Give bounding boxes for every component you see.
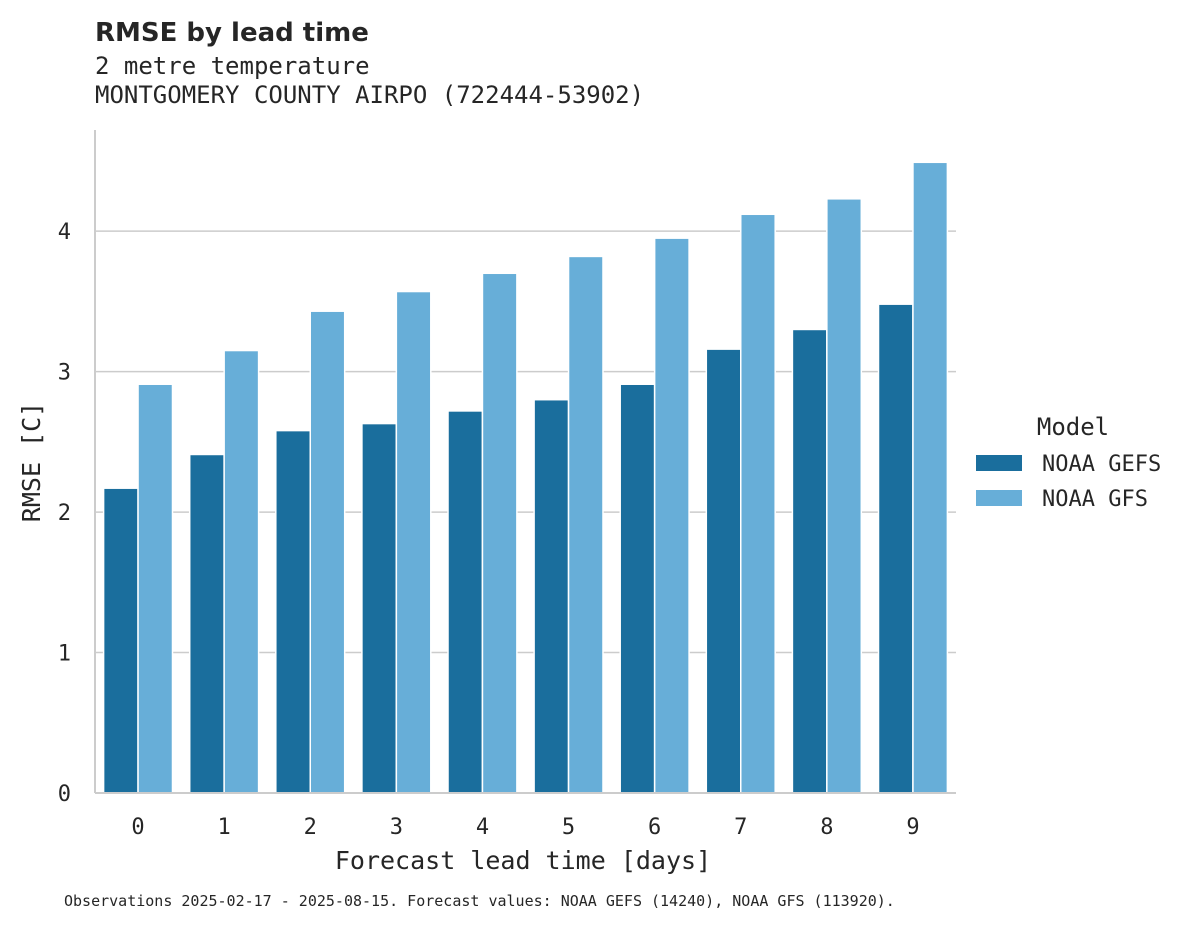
x-tick-label: 1 (218, 815, 231, 840)
bar-noaa-gefs-day-6 (619, 383, 656, 794)
legend-label-noaa-gefs: NOAA GEFS (1042, 452, 1161, 477)
x-tick-label: 7 (734, 815, 747, 840)
bar-noaa-gefs-day-2 (275, 429, 311, 794)
y-tick-label: 4 (58, 220, 71, 245)
y-tick-label: 3 (58, 361, 71, 386)
footnote: Observations 2025-02-17 - 2025-08-15. Fo… (64, 892, 895, 910)
bar-noaa-gefs-day-0 (102, 487, 139, 794)
x-tick-label: 0 (131, 815, 144, 840)
bar-noaa-gfs-day-9 (912, 161, 949, 794)
x-tick-label: 3 (390, 815, 403, 840)
bar-noaa-gfs-day-8 (826, 198, 863, 794)
chart-subtitle-variable: 2 metre temperature (95, 52, 370, 80)
x-tick-label: 2 (304, 815, 317, 840)
bar-noaa-gefs-day-7 (705, 348, 742, 794)
legend-swatch-noaa-gfs (976, 490, 1022, 506)
x-axis-label: Forecast lead time [days] (335, 846, 711, 875)
bar-noaa-gefs-day-8 (791, 328, 828, 794)
bar-noaa-gefs-day-4 (447, 410, 484, 794)
bar-noaa-gfs-day-5 (567, 255, 604, 794)
x-tick-label: 4 (476, 815, 489, 840)
bar-noaa-gfs-day-1 (223, 349, 260, 794)
x-tick-label: 6 (648, 815, 661, 840)
bar-noaa-gfs-day-6 (653, 237, 690, 794)
bar-noaa-gfs-day-4 (481, 272, 518, 794)
chart-subtitle-station: MONTGOMERY COUNTY AIRPO (722444-53902) (95, 81, 644, 109)
bars (102, 161, 949, 794)
x-tick-label: 5 (562, 815, 575, 840)
y-axis-label: RMSE [C] (17, 402, 46, 522)
legend: Model NOAA GEFS NOAA GFS (976, 413, 1161, 512)
bar-noaa-gefs-day-1 (188, 453, 225, 794)
y-tick-label: 1 (58, 642, 71, 667)
y-tick-labels: 0 1 2 3 4 (58, 220, 71, 807)
chart-title: RMSE by lead time (95, 18, 369, 48)
x-tick-label: 8 (820, 815, 833, 840)
bar-noaa-gefs-day-5 (533, 398, 570, 794)
bar-noaa-gfs-day-7 (740, 213, 776, 794)
bar-noaa-gfs-day-0 (137, 383, 174, 794)
bar-noaa-gfs-day-3 (395, 290, 432, 794)
legend-swatch-noaa-gefs (976, 455, 1022, 471)
bar-noaa-gefs-day-3 (361, 422, 398, 794)
bar-noaa-gefs-day-9 (877, 303, 914, 794)
x-tick-labels: 0 1 2 3 4 5 6 7 8 9 (131, 815, 919, 840)
y-tick-label: 2 (58, 501, 71, 526)
bar-noaa-gfs-day-2 (309, 310, 346, 794)
legend-label-noaa-gfs: NOAA GFS (1042, 487, 1148, 512)
x-tick-label: 9 (906, 815, 919, 840)
legend-title: Model (1037, 413, 1109, 441)
y-tick-label: 0 (58, 782, 71, 807)
